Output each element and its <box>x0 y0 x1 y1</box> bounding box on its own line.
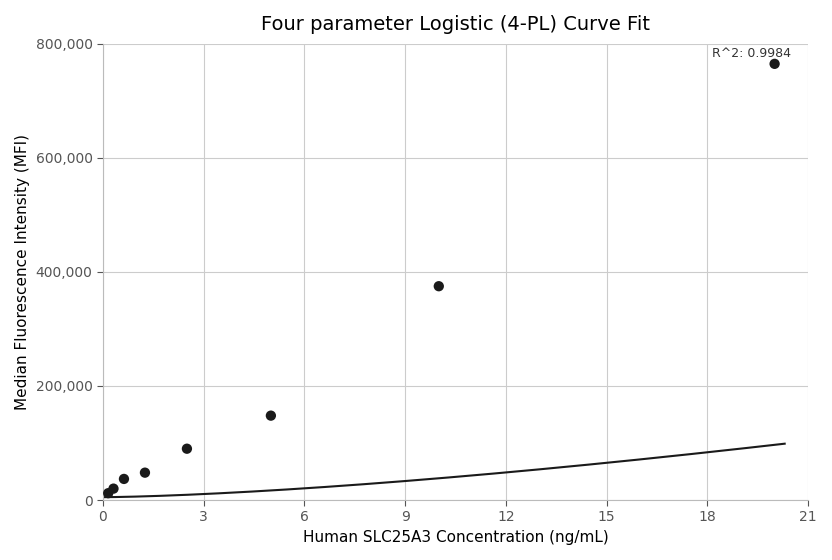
Point <box>117 474 131 483</box>
Point <box>106 484 120 493</box>
Point <box>265 411 278 420</box>
Title: Four parameter Logistic (4-PL) Curve Fit: Four parameter Logistic (4-PL) Curve Fit <box>261 15 650 34</box>
Point <box>181 444 194 453</box>
Point <box>102 489 115 498</box>
Y-axis label: Median Fluorescence Intensity (MFI): Median Fluorescence Intensity (MFI) <box>15 134 30 410</box>
Text: R^2: 0.9984: R^2: 0.9984 <box>712 46 791 60</box>
X-axis label: Human SLC25A3 Concentration (ng/mL): Human SLC25A3 Concentration (ng/mL) <box>303 530 608 545</box>
Point <box>138 468 151 477</box>
Point <box>768 59 781 68</box>
Point <box>432 282 445 291</box>
